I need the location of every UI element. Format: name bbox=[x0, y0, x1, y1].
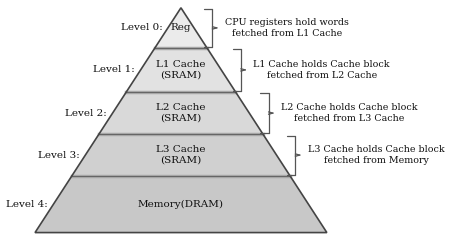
Text: CPU registers hold words
fetched from L1 Cache: CPU registers hold words fetched from L1… bbox=[225, 18, 349, 38]
Text: L2 Cache holds Cache block
fetched from L3 Cache: L2 Cache holds Cache block fetched from … bbox=[281, 103, 418, 123]
Polygon shape bbox=[155, 8, 207, 48]
Polygon shape bbox=[99, 92, 263, 134]
Text: Memory(DRAM): Memory(DRAM) bbox=[138, 200, 224, 209]
Text: L2 Cache
(SRAM): L2 Cache (SRAM) bbox=[156, 103, 206, 123]
Text: L1 Cache holds Cache block
fetched from L2 Cache: L1 Cache holds Cache block fetched from … bbox=[254, 60, 390, 79]
Text: Level 2:: Level 2: bbox=[65, 109, 107, 118]
Text: L3 Cache
(SRAM): L3 Cache (SRAM) bbox=[156, 145, 206, 165]
Text: L3 Cache holds Cache block
fetched from Memory: L3 Cache holds Cache block fetched from … bbox=[308, 145, 445, 165]
Text: Level 3:: Level 3: bbox=[38, 151, 80, 160]
Text: Level 1:: Level 1: bbox=[93, 65, 135, 74]
Polygon shape bbox=[35, 176, 327, 233]
Polygon shape bbox=[72, 134, 290, 176]
Text: Level 0:: Level 0: bbox=[121, 23, 163, 32]
Text: Reg: Reg bbox=[171, 23, 191, 32]
Text: L1 Cache
(SRAM): L1 Cache (SRAM) bbox=[156, 60, 206, 79]
Text: Level 4:: Level 4: bbox=[6, 200, 48, 209]
Polygon shape bbox=[127, 48, 236, 92]
